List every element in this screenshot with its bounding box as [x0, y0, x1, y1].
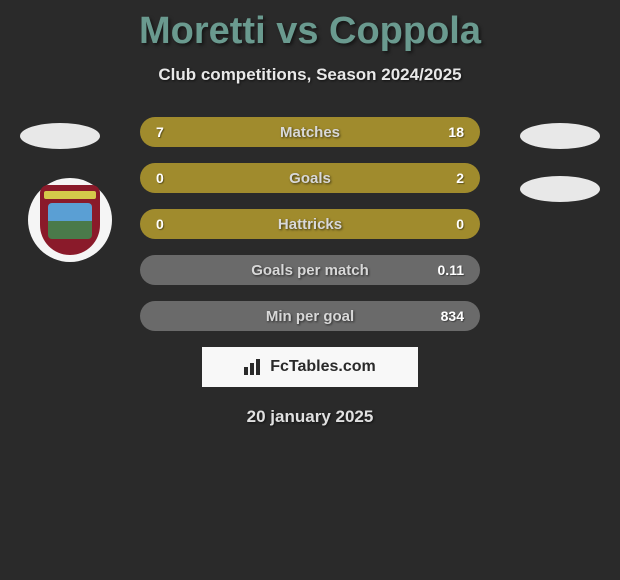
chart-icon: [244, 359, 264, 375]
stat-label: Min per goal: [266, 308, 354, 325]
stat-label: Matches: [280, 124, 340, 141]
page-title: Moretti vs Coppola: [0, 0, 620, 53]
player-right-placeholder-2: [520, 176, 600, 202]
subtitle: Club competitions, Season 2024/2025: [0, 65, 620, 85]
stat-label: Hattricks: [278, 216, 342, 233]
stats-container: 7 Matches 18 0 Goals 2 0 Hattricks 0 Goa…: [140, 117, 480, 331]
stat-row-min-per-goal: Min per goal 834: [140, 301, 480, 331]
stat-row-hattricks: 0 Hattricks 0: [140, 209, 480, 239]
player-right-placeholder-1: [520, 123, 600, 149]
stat-right-value: 0: [434, 216, 464, 232]
brand-text: FcTables.com: [270, 358, 376, 376]
stat-left-value: 0: [156, 216, 186, 232]
stat-right-value: 0.11: [434, 262, 464, 278]
footer-date: 20 january 2025: [0, 407, 620, 427]
brand-box[interactable]: FcTables.com: [202, 347, 418, 387]
stat-right-value: 2: [434, 170, 464, 186]
player-left-placeholder: [20, 123, 100, 149]
stat-row-goals: 0 Goals 2: [140, 163, 480, 193]
stat-left-value: 0: [156, 170, 186, 186]
stat-left-value: 7: [156, 124, 186, 140]
club-badge: [28, 178, 112, 262]
stat-right-value: 18: [434, 124, 464, 140]
stat-label: Goals per match: [251, 262, 369, 279]
stat-row-matches: 7 Matches 18: [140, 117, 480, 147]
stat-right-value: 834: [434, 308, 464, 324]
stat-label: Goals: [289, 170, 331, 187]
stat-row-goals-per-match: Goals per match 0.11: [140, 255, 480, 285]
